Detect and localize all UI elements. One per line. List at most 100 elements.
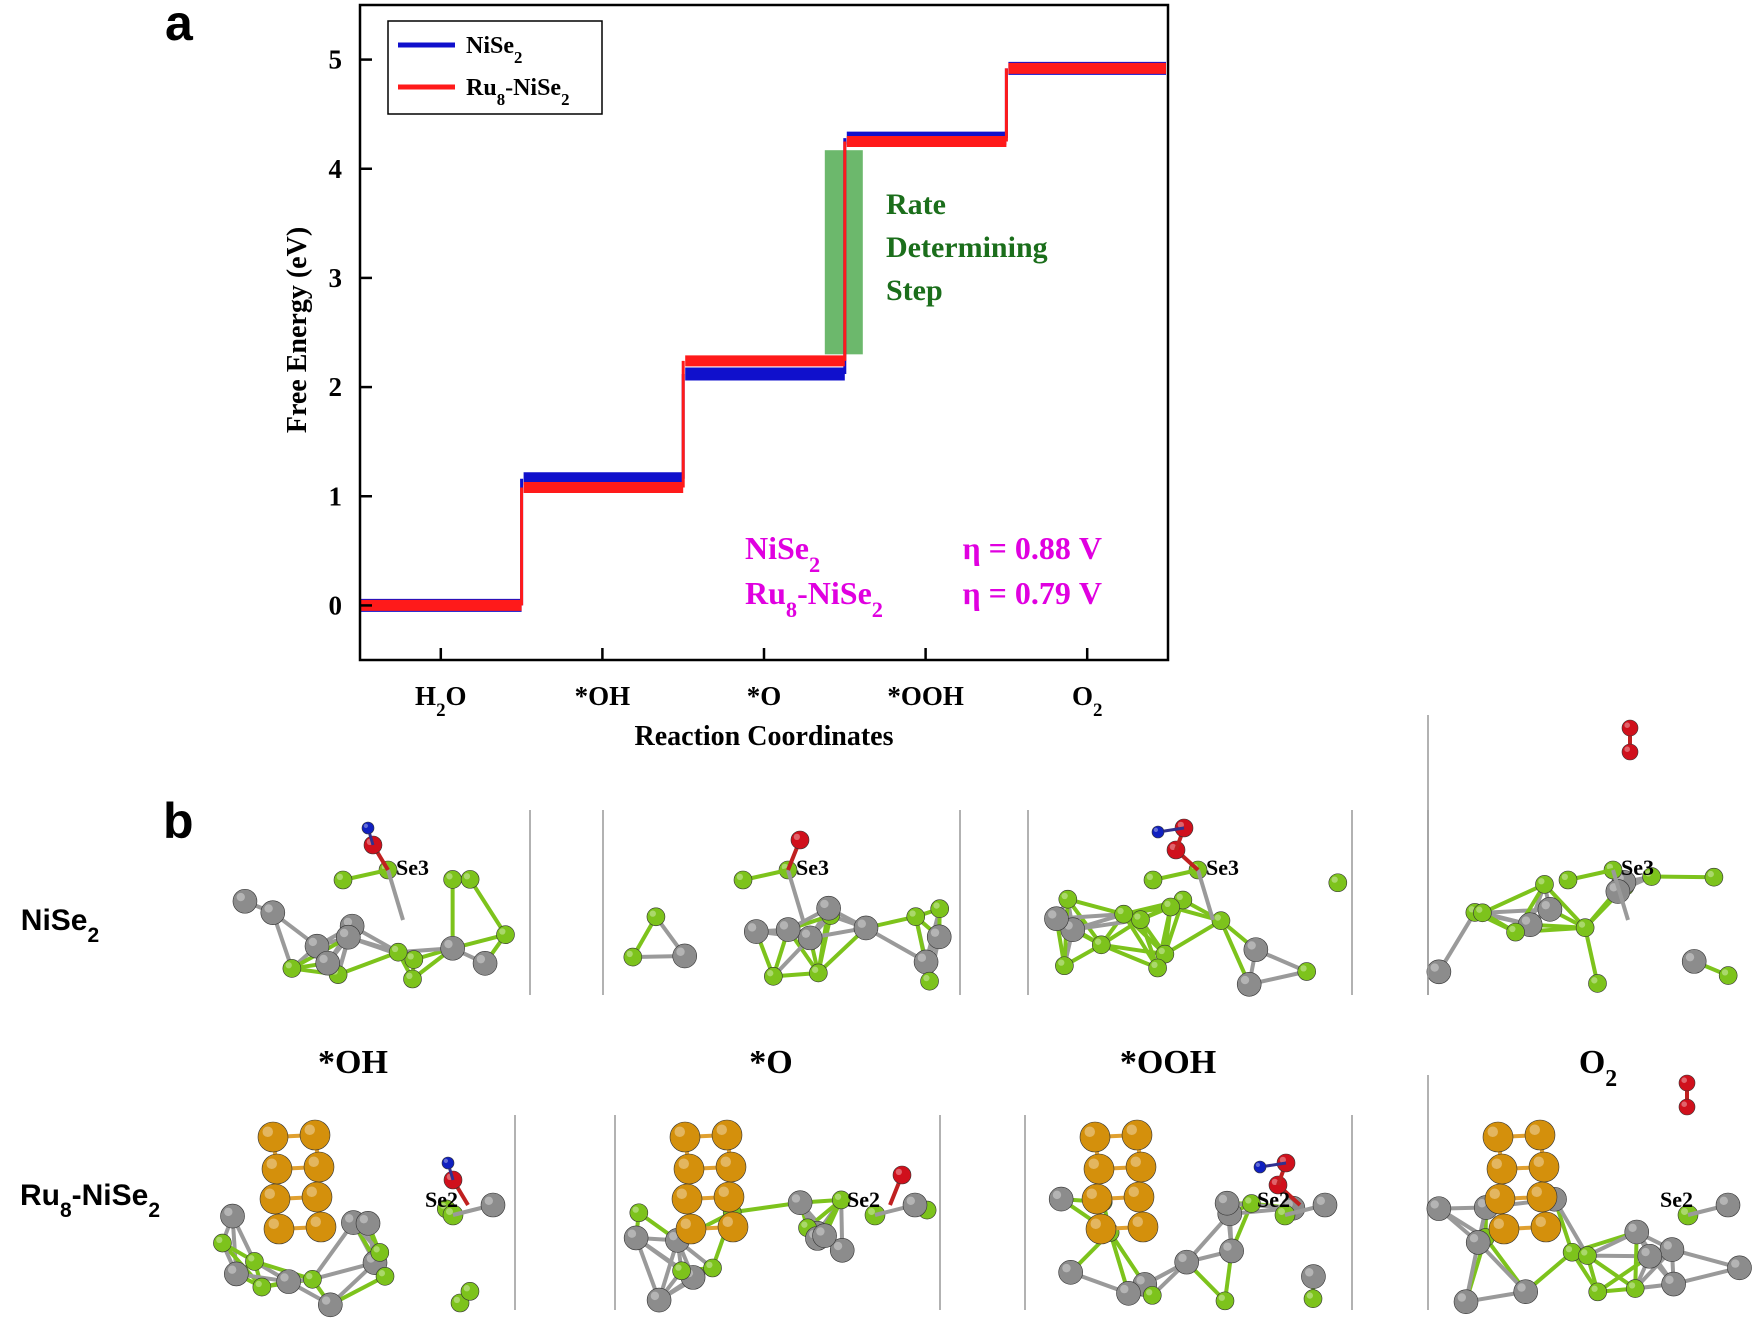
atom — [831, 1190, 851, 1210]
atom-highlight — [1146, 873, 1153, 880]
atom-highlight — [1561, 873, 1568, 880]
atom — [1301, 1264, 1326, 1289]
atom-highlight — [675, 1264, 682, 1271]
atom-highlight — [264, 904, 273, 913]
atom — [1151, 825, 1165, 839]
ru8-nise2-structure: Se2 — [614, 1115, 941, 1313]
nise2-structure: Se3 — [232, 810, 531, 995]
rds-label-line: Rate — [886, 188, 946, 221]
atom — [472, 951, 498, 976]
atom-highlight — [632, 1206, 639, 1213]
atom — [717, 1211, 749, 1243]
atom-highlight — [1469, 1233, 1479, 1243]
atom-highlight — [1278, 1208, 1285, 1215]
atom — [1513, 1279, 1539, 1305]
atom-highlight — [304, 1124, 315, 1135]
atom — [1121, 1119, 1153, 1151]
atom — [263, 1213, 295, 1245]
atom — [1486, 1153, 1518, 1185]
atom-highlight — [1134, 913, 1141, 920]
atom — [646, 1287, 672, 1313]
bond — [1196, 869, 1215, 921]
atom-highlight — [1128, 1186, 1139, 1197]
atom — [1303, 1289, 1323, 1309]
atom-highlight — [627, 1229, 637, 1238]
atom-highlight — [391, 945, 399, 953]
structure-renderings: NiSe2 Ru8-NiSe2 *OH *O *OOH O2 Se3 Se3 Se3 Se3 Se2… — [20, 715, 1752, 1318]
legend-entry: Ru8-NiSe2 — [466, 75, 569, 109]
atom — [232, 888, 258, 914]
atom — [220, 1203, 245, 1229]
atom-highlight — [1058, 959, 1065, 966]
atom-highlight — [1306, 1292, 1314, 1299]
y-tick-label: 3 — [329, 263, 343, 293]
atom — [1161, 897, 1180, 917]
atom — [703, 1258, 722, 1278]
atom — [333, 870, 353, 890]
atom-highlight — [1721, 969, 1729, 976]
atom-highlight — [1145, 1289, 1153, 1296]
atom-highlight — [262, 1126, 273, 1137]
y-axis-title: Free Energy (eV) — [282, 227, 313, 433]
atom — [1148, 958, 1167, 978]
atom-highlight — [1430, 963, 1439, 972]
atom — [1312, 1192, 1338, 1218]
atom-highlight — [816, 1227, 825, 1236]
atom — [443, 870, 462, 889]
atom — [646, 907, 666, 927]
atom-highlight — [706, 1261, 713, 1269]
nise2-structure: Se3 — [1426, 719, 1738, 995]
site-label: Se2 — [1257, 1187, 1290, 1212]
atom — [809, 963, 828, 983]
bond — [337, 950, 399, 977]
atom — [252, 1277, 272, 1297]
atom-highlight — [1430, 1200, 1439, 1209]
atom-highlight — [1088, 1158, 1099, 1169]
atom-highlight — [363, 823, 368, 829]
atom — [257, 1121, 289, 1153]
panel-b: b NiSe2 Ru8-NiSe2 *OH *O *OOH O2 Se3 Se3 Se3 Se3 S… — [20, 715, 1752, 1318]
atom — [1588, 974, 1607, 993]
row-label-nise2: NiSe2 — [21, 904, 99, 947]
bond — [1121, 913, 1160, 970]
eta-material: Ru8-NiSe2 — [745, 575, 883, 622]
atom — [1426, 1196, 1452, 1221]
atom-highlight — [1136, 1276, 1145, 1285]
atom — [403, 969, 422, 989]
legend-entry: NiSe2 — [466, 33, 522, 67]
atom — [1215, 1291, 1235, 1311]
atom-highlight — [1158, 947, 1165, 955]
atom-highlight — [1476, 906, 1483, 913]
bond — [1611, 869, 1630, 921]
atom-highlight — [268, 1218, 279, 1229]
atom — [299, 1119, 331, 1151]
atom — [920, 971, 939, 991]
atom — [1143, 870, 1163, 890]
bond — [1100, 942, 1159, 970]
x-tick-label: O2 — [1072, 681, 1102, 721]
bond — [1586, 1253, 1637, 1291]
atom-highlight — [930, 928, 940, 937]
atom-highlight — [280, 1273, 289, 1282]
atom — [361, 821, 375, 835]
atom — [797, 925, 823, 951]
atom — [1558, 870, 1578, 890]
atom — [1174, 1249, 1199, 1275]
atom-highlight — [285, 962, 292, 969]
state-label: O2 — [1579, 1044, 1617, 1092]
atom-highlight — [406, 972, 413, 980]
bond — [786, 869, 805, 921]
atom — [1426, 959, 1452, 985]
atom-highlight — [747, 923, 757, 932]
atom-highlight — [1061, 892, 1068, 900]
atom-highlight — [446, 1208, 453, 1215]
site-label: Se3 — [1206, 855, 1239, 880]
legend-box — [387, 20, 603, 115]
atom — [672, 1261, 691, 1281]
atom — [441, 1156, 455, 1170]
atom-highlight — [1578, 921, 1586, 928]
atom — [926, 924, 952, 950]
atom — [1484, 1183, 1516, 1215]
atom-highlight — [1681, 1077, 1687, 1083]
atom-highlight — [820, 899, 829, 909]
